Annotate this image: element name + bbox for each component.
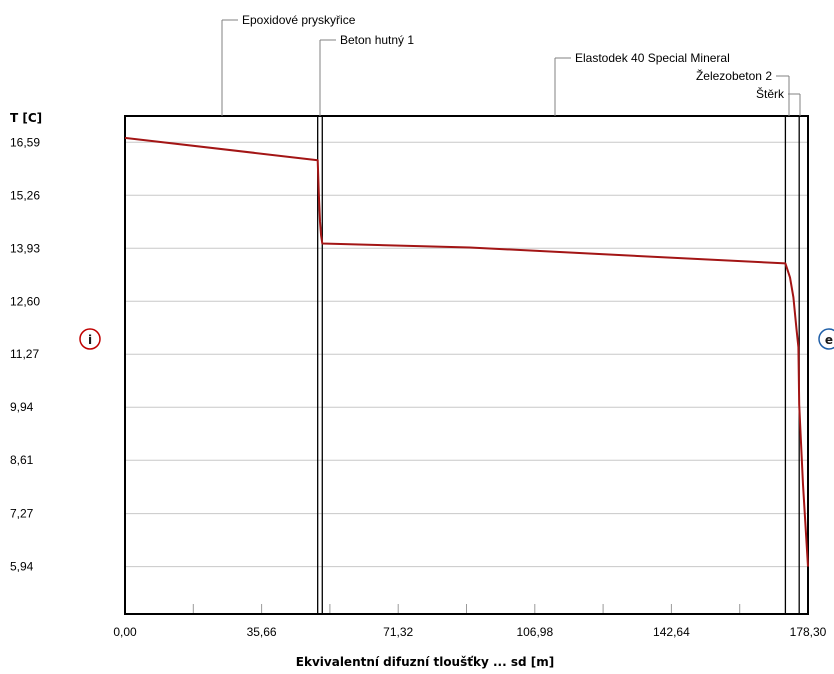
x-tick-labels: 0,00 35,66 71,32 106,98 142,64 178,30 bbox=[113, 625, 826, 639]
x-tick-label: 71,32 bbox=[383, 625, 413, 639]
exterior-marker-circle bbox=[818, 328, 834, 350]
inside-marker: i bbox=[79, 328, 101, 350]
exterior-marker: e bbox=[818, 328, 834, 350]
layer-name-label: Epoxidové pryskyřice bbox=[242, 13, 356, 27]
inside-marker-circle bbox=[79, 328, 101, 350]
y-axis-title: T [C] bbox=[10, 111, 42, 125]
layer-name-label: Elastodek 40 Special Mineral bbox=[575, 51, 730, 65]
y-tick-labels: 16,59 15,26 13,93 12,60 11,27 9,94 8,61 7,27 5,9… bbox=[10, 135, 40, 573]
x-axis-title: Ekvivalentní difuzní tloušťky ... sd [m] bbox=[296, 655, 554, 669]
y-tick-label: 5,94 bbox=[10, 560, 34, 574]
layer-callouts: Epoxidové pryskyřice Beton hutný 1 Elastod… bbox=[221, 13, 801, 116]
y-tick-label: 12,60 bbox=[10, 294, 40, 308]
plot-frame bbox=[124, 115, 809, 615]
y-tick-label: 7,27 bbox=[10, 507, 34, 521]
temperature-series-line bbox=[124, 136, 809, 567]
x-tick-label: 142,64 bbox=[653, 625, 690, 639]
x-tick-label: 106,98 bbox=[516, 625, 553, 639]
exterior-marker-label: e bbox=[825, 333, 833, 347]
x-tick-label: 178,30 bbox=[790, 625, 827, 639]
x-tick-label: 0,00 bbox=[113, 625, 137, 639]
layer-name-label: Beton hutný 1 bbox=[340, 33, 414, 47]
y-tick-label: 13,93 bbox=[10, 241, 40, 255]
y-tick-label: 11,27 bbox=[10, 347, 39, 361]
y-tick-label: 15,26 bbox=[10, 188, 40, 202]
x-minor-ticks bbox=[192, 604, 741, 614]
layer-name-label: Železobeton 2 bbox=[696, 68, 772, 83]
y-tick-label: 16,59 bbox=[10, 135, 40, 149]
x-tick-label: 35,66 bbox=[247, 625, 277, 639]
layer-boundaries bbox=[317, 116, 800, 614]
inside-marker-label: i bbox=[88, 333, 92, 347]
y-tick-label: 9,94 bbox=[10, 400, 34, 414]
y-tick-label: 8,61 bbox=[10, 453, 34, 467]
grid-lines bbox=[125, 141, 808, 568]
layer-name-label: Štěrk bbox=[756, 86, 785, 101]
series-group bbox=[124, 136, 809, 567]
